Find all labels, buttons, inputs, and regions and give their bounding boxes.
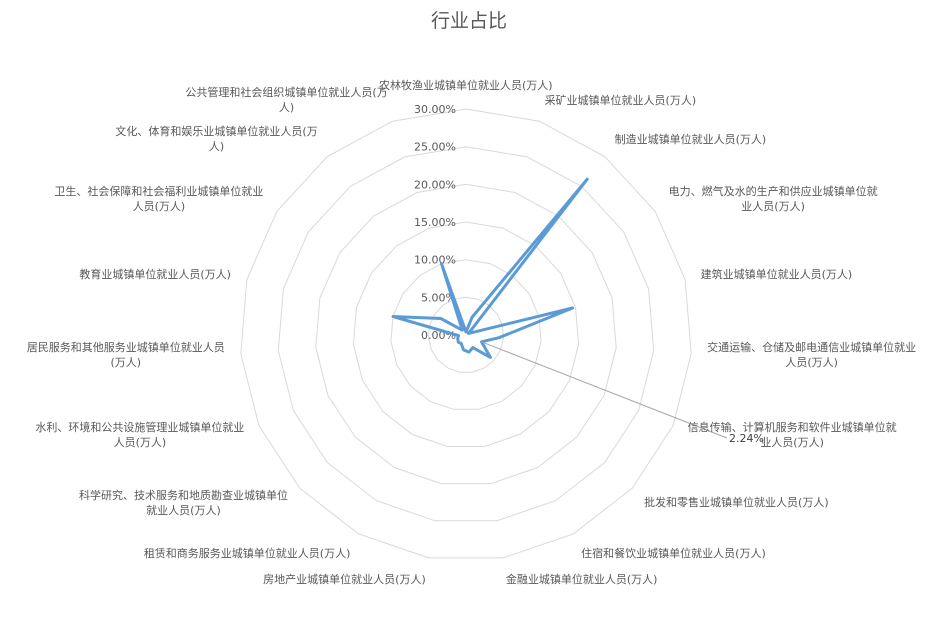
tick-label: 15.00% — [414, 216, 456, 229]
category-label: 教育业城镇单位就业人员(万人) — [79, 267, 231, 281]
grid-ring — [352, 221, 580, 447]
grid-ring — [390, 259, 542, 410]
tick-label: 20.00% — [414, 178, 456, 191]
category-label: 制造业城镇单位就业人员(万人) — [614, 132, 767, 146]
tick-label: 10.00% — [414, 254, 456, 267]
grid-ring — [277, 146, 655, 522]
category-label: 采矿业城镇单位就业人员(万人) — [544, 93, 697, 107]
series-line — [391, 177, 589, 359]
category-label: 房地产业城镇单位就业人员(万人) — [263, 573, 426, 587]
category-label: 居民服务和其他服务业城镇单位就业人员 (万人) — [26, 341, 225, 370]
grid-ring — [427, 296, 505, 373]
data-label: 2.24% — [729, 432, 764, 445]
tick-label: 25.00% — [414, 141, 456, 154]
tick-label: 30.00% — [414, 103, 456, 116]
data-label-leader — [481, 341, 728, 439]
category-label: 金融业城镇单位就业人员(万人) — [505, 573, 658, 587]
category-label: 农林牧渔业城镇单位就业人员(万人) — [379, 79, 553, 92]
category-label: 科学研究、技术服务和地质勘查业城镇单位 就业人员(万人) — [78, 488, 288, 517]
grid-ring — [240, 108, 692, 559]
category-label: 租赁和商务服务业城镇单位就业人员(万人) — [143, 546, 351, 560]
category-label: 信息传输、计算机服务和软件业城镇单位就 业人员(万人) — [687, 420, 897, 449]
category-label: 卫生、社会保障和社会福利业城镇单位就业 人员(万人) — [54, 185, 264, 214]
grid-ring — [315, 183, 617, 485]
category-label: 水利、环境和公共设施管理业城镇单位就业 人员(万人) — [35, 420, 245, 449]
category-label: 交通运输、仓储及邮电通信业城镇单位就业 人员(万人) — [707, 341, 917, 370]
category-label: 公共管理和社会组织城镇单位就业人员(万 人) — [185, 86, 388, 115]
category-label: 住宿和餐饮业城镇单位就业人员(万人) — [581, 546, 766, 560]
tick-label: 5.00% — [421, 291, 456, 304]
category-label: 建筑业城镇单位就业人员(万人) — [700, 267, 853, 281]
chart-title: 行业占比 — [430, 10, 507, 32]
category-label: 文化、体育和娱乐业城镇单位就业人员(万 人) — [115, 125, 318, 154]
category-label: 电力、燃气及水的生产和供应业城镇单位就 业人员(万人) — [668, 185, 878, 214]
category-label: 批发和零售业城镇单位就业人员(万人) — [644, 496, 829, 510]
